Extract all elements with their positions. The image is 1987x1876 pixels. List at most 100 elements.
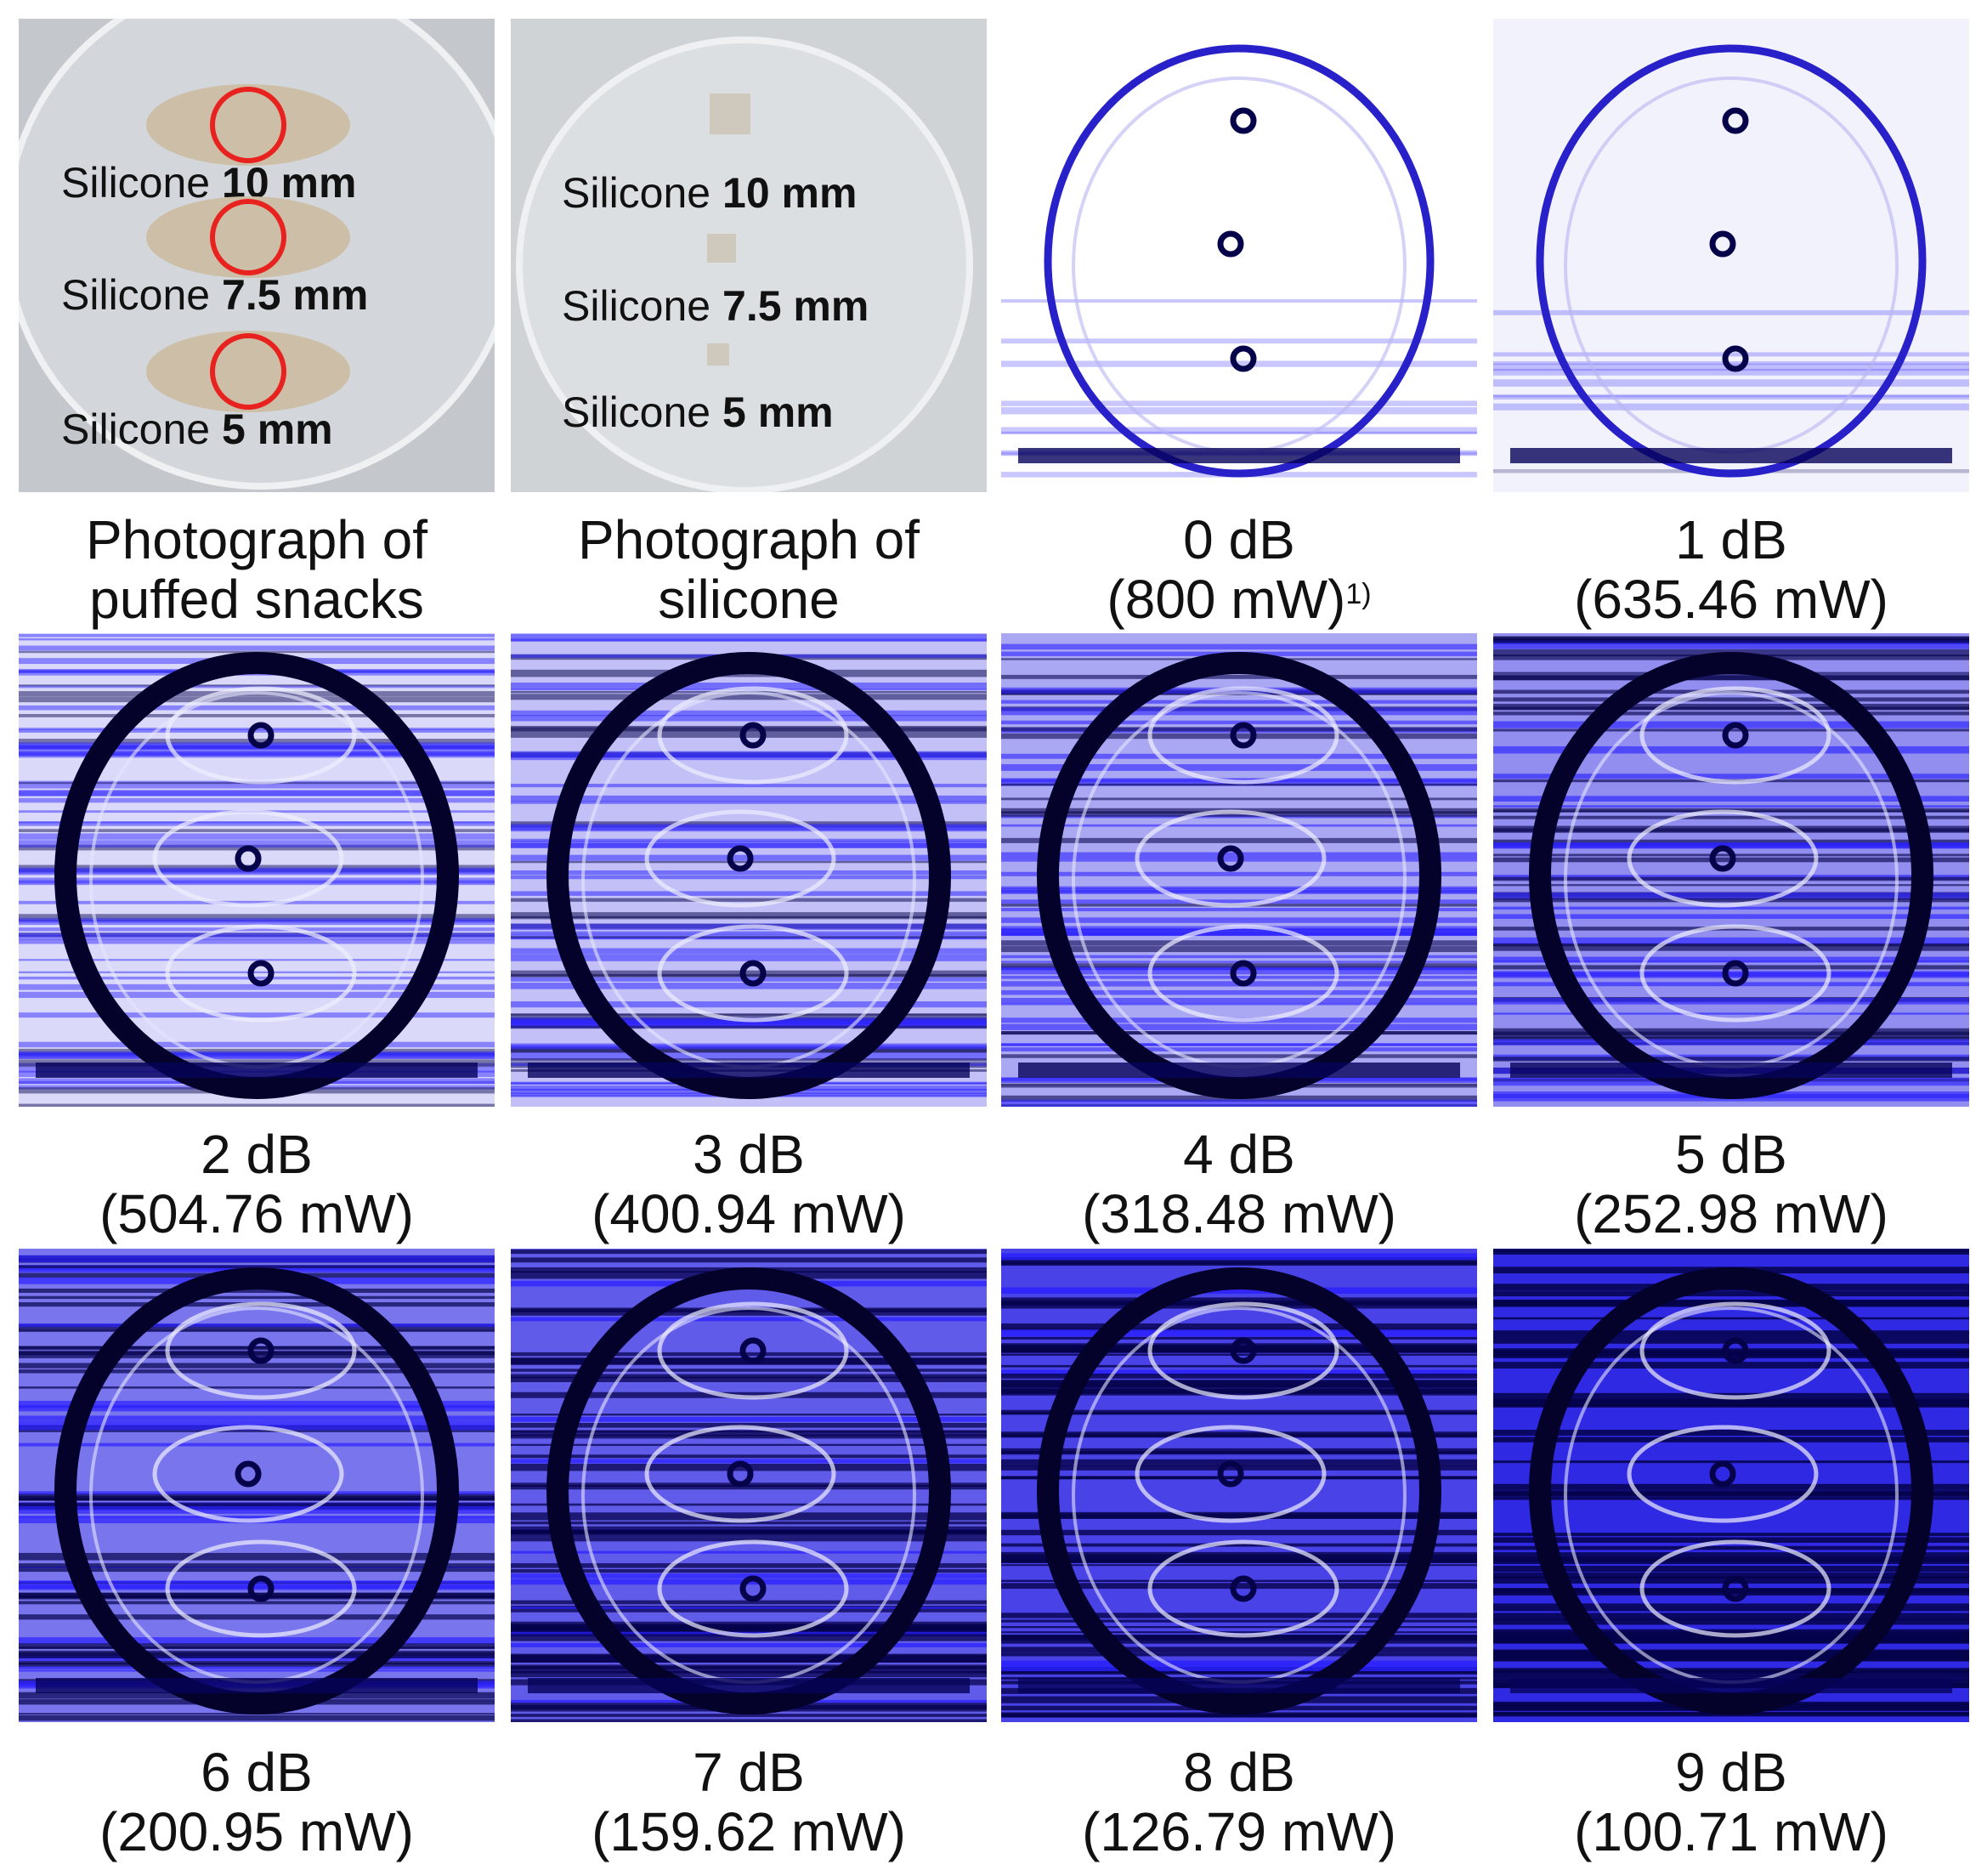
scan-streak (511, 1374, 987, 1379)
scan-streak (1493, 309, 1969, 315)
scan-streak (511, 1512, 987, 1516)
sample-label: Silicone 5 mm (61, 405, 333, 453)
dish-ring (1536, 44, 1927, 478)
scan-streak (511, 948, 987, 955)
caption-line: 7 dB (693, 1742, 805, 1803)
scan-streak (1493, 1671, 1969, 1675)
silicone-cube (710, 94, 750, 134)
caption: 2 dB (504.76 mW) (10, 1125, 503, 1244)
scan-streak (19, 914, 495, 921)
scan-streak (1493, 914, 1969, 919)
scan-streak (1493, 1668, 1969, 1673)
scan-streak (19, 633, 495, 638)
scan-streak (511, 1550, 987, 1554)
scan-streak (511, 1431, 987, 1437)
scan-streak (19, 867, 495, 874)
sample-spot (1722, 722, 1749, 749)
scan-streak (19, 1420, 495, 1426)
sample-spot (1230, 107, 1257, 134)
scan-tint (19, 633, 495, 1107)
scan-streak (511, 1376, 987, 1383)
scan-streak (19, 1498, 495, 1500)
scan-streak (511, 1250, 987, 1255)
dish-ring (54, 1267, 459, 1714)
scan-streak (1001, 940, 1477, 946)
scan-streak (1001, 1002, 1477, 1006)
sample-spot (1709, 1460, 1736, 1488)
sample-echo (1147, 1301, 1339, 1400)
snack (146, 84, 350, 166)
scan-image (19, 1249, 495, 1722)
sample-name: Silicone (61, 405, 210, 453)
scan-streak (511, 870, 987, 875)
sample-spot (1709, 845, 1736, 872)
scan-streak (1493, 893, 1969, 900)
scan-streak (1001, 871, 1477, 876)
scan-streak (19, 976, 495, 980)
sample-spot (1217, 1460, 1244, 1488)
scan-streak (511, 1670, 987, 1678)
scan-streak (1493, 1398, 1969, 1406)
scan-streak (1493, 1348, 1969, 1354)
scan-streak (1001, 1353, 1477, 1356)
scan-streak (1493, 394, 1969, 398)
scan-streak (19, 877, 495, 884)
scan-streak (1493, 1612, 1969, 1621)
scan-streak (1493, 1036, 1969, 1039)
scan-streak (19, 1505, 495, 1514)
scan-streak (511, 891, 987, 896)
sample-spot (1709, 230, 1736, 258)
scan-streak (511, 1607, 987, 1609)
scan-streak (511, 1434, 987, 1439)
scan-streak (1001, 753, 1477, 759)
scan-streak (1001, 997, 1477, 1004)
scan-streak (511, 633, 987, 641)
sample-echo (152, 809, 344, 908)
scan-streak (511, 1573, 987, 1577)
scan-streak (1001, 1635, 1477, 1641)
caption-line: (159.62 mW) (592, 1801, 906, 1862)
scan-streak (1493, 1552, 1969, 1559)
scan-streak (1001, 1047, 1477, 1051)
sample-name: Silicone (562, 169, 710, 217)
scan-streak (1493, 898, 1969, 903)
scan-streak (1493, 1654, 1969, 1662)
scan-streak (1001, 1373, 1477, 1379)
scan-streak (1001, 700, 1477, 704)
scan-streak (1001, 946, 1477, 949)
scan-streak (1001, 1323, 1477, 1329)
scan-streak (19, 1567, 495, 1573)
scan-streak (19, 1323, 495, 1328)
scan-streak (1001, 1451, 1477, 1454)
sample-label: Silicone 10 mm (61, 159, 356, 207)
sample-echo (1639, 1301, 1831, 1400)
scan-streak (511, 784, 987, 788)
scan-base (36, 1678, 478, 1693)
scan-streak (19, 932, 495, 940)
scan-streak (19, 983, 495, 990)
sample-spot (739, 1337, 767, 1364)
silicone-cube (707, 343, 729, 366)
scan-streak (1001, 1713, 1477, 1717)
caption-line: puffed snacks (89, 569, 424, 630)
scan-streak (19, 1041, 495, 1048)
scan-streak (1001, 1626, 1477, 1629)
sample-echo (165, 1301, 357, 1400)
caption-line: 2 dB (201, 1124, 313, 1185)
scan-streak (19, 1601, 495, 1605)
sample-spot (1722, 1337, 1749, 1364)
scan-streak (1001, 643, 1477, 650)
scan-streak (19, 917, 495, 926)
scan-streak (1493, 956, 1969, 962)
scan-streak (1001, 928, 1477, 931)
scan-streak (1001, 1652, 1477, 1657)
scan-streak (1001, 1329, 1477, 1337)
caption-line: (252.98 mW) (1574, 1183, 1888, 1244)
scan-streak (511, 753, 987, 761)
scan-streak (511, 715, 987, 722)
scan-streak (1493, 745, 1969, 754)
scan-image (511, 633, 987, 1107)
scan-streak (511, 1307, 987, 1312)
